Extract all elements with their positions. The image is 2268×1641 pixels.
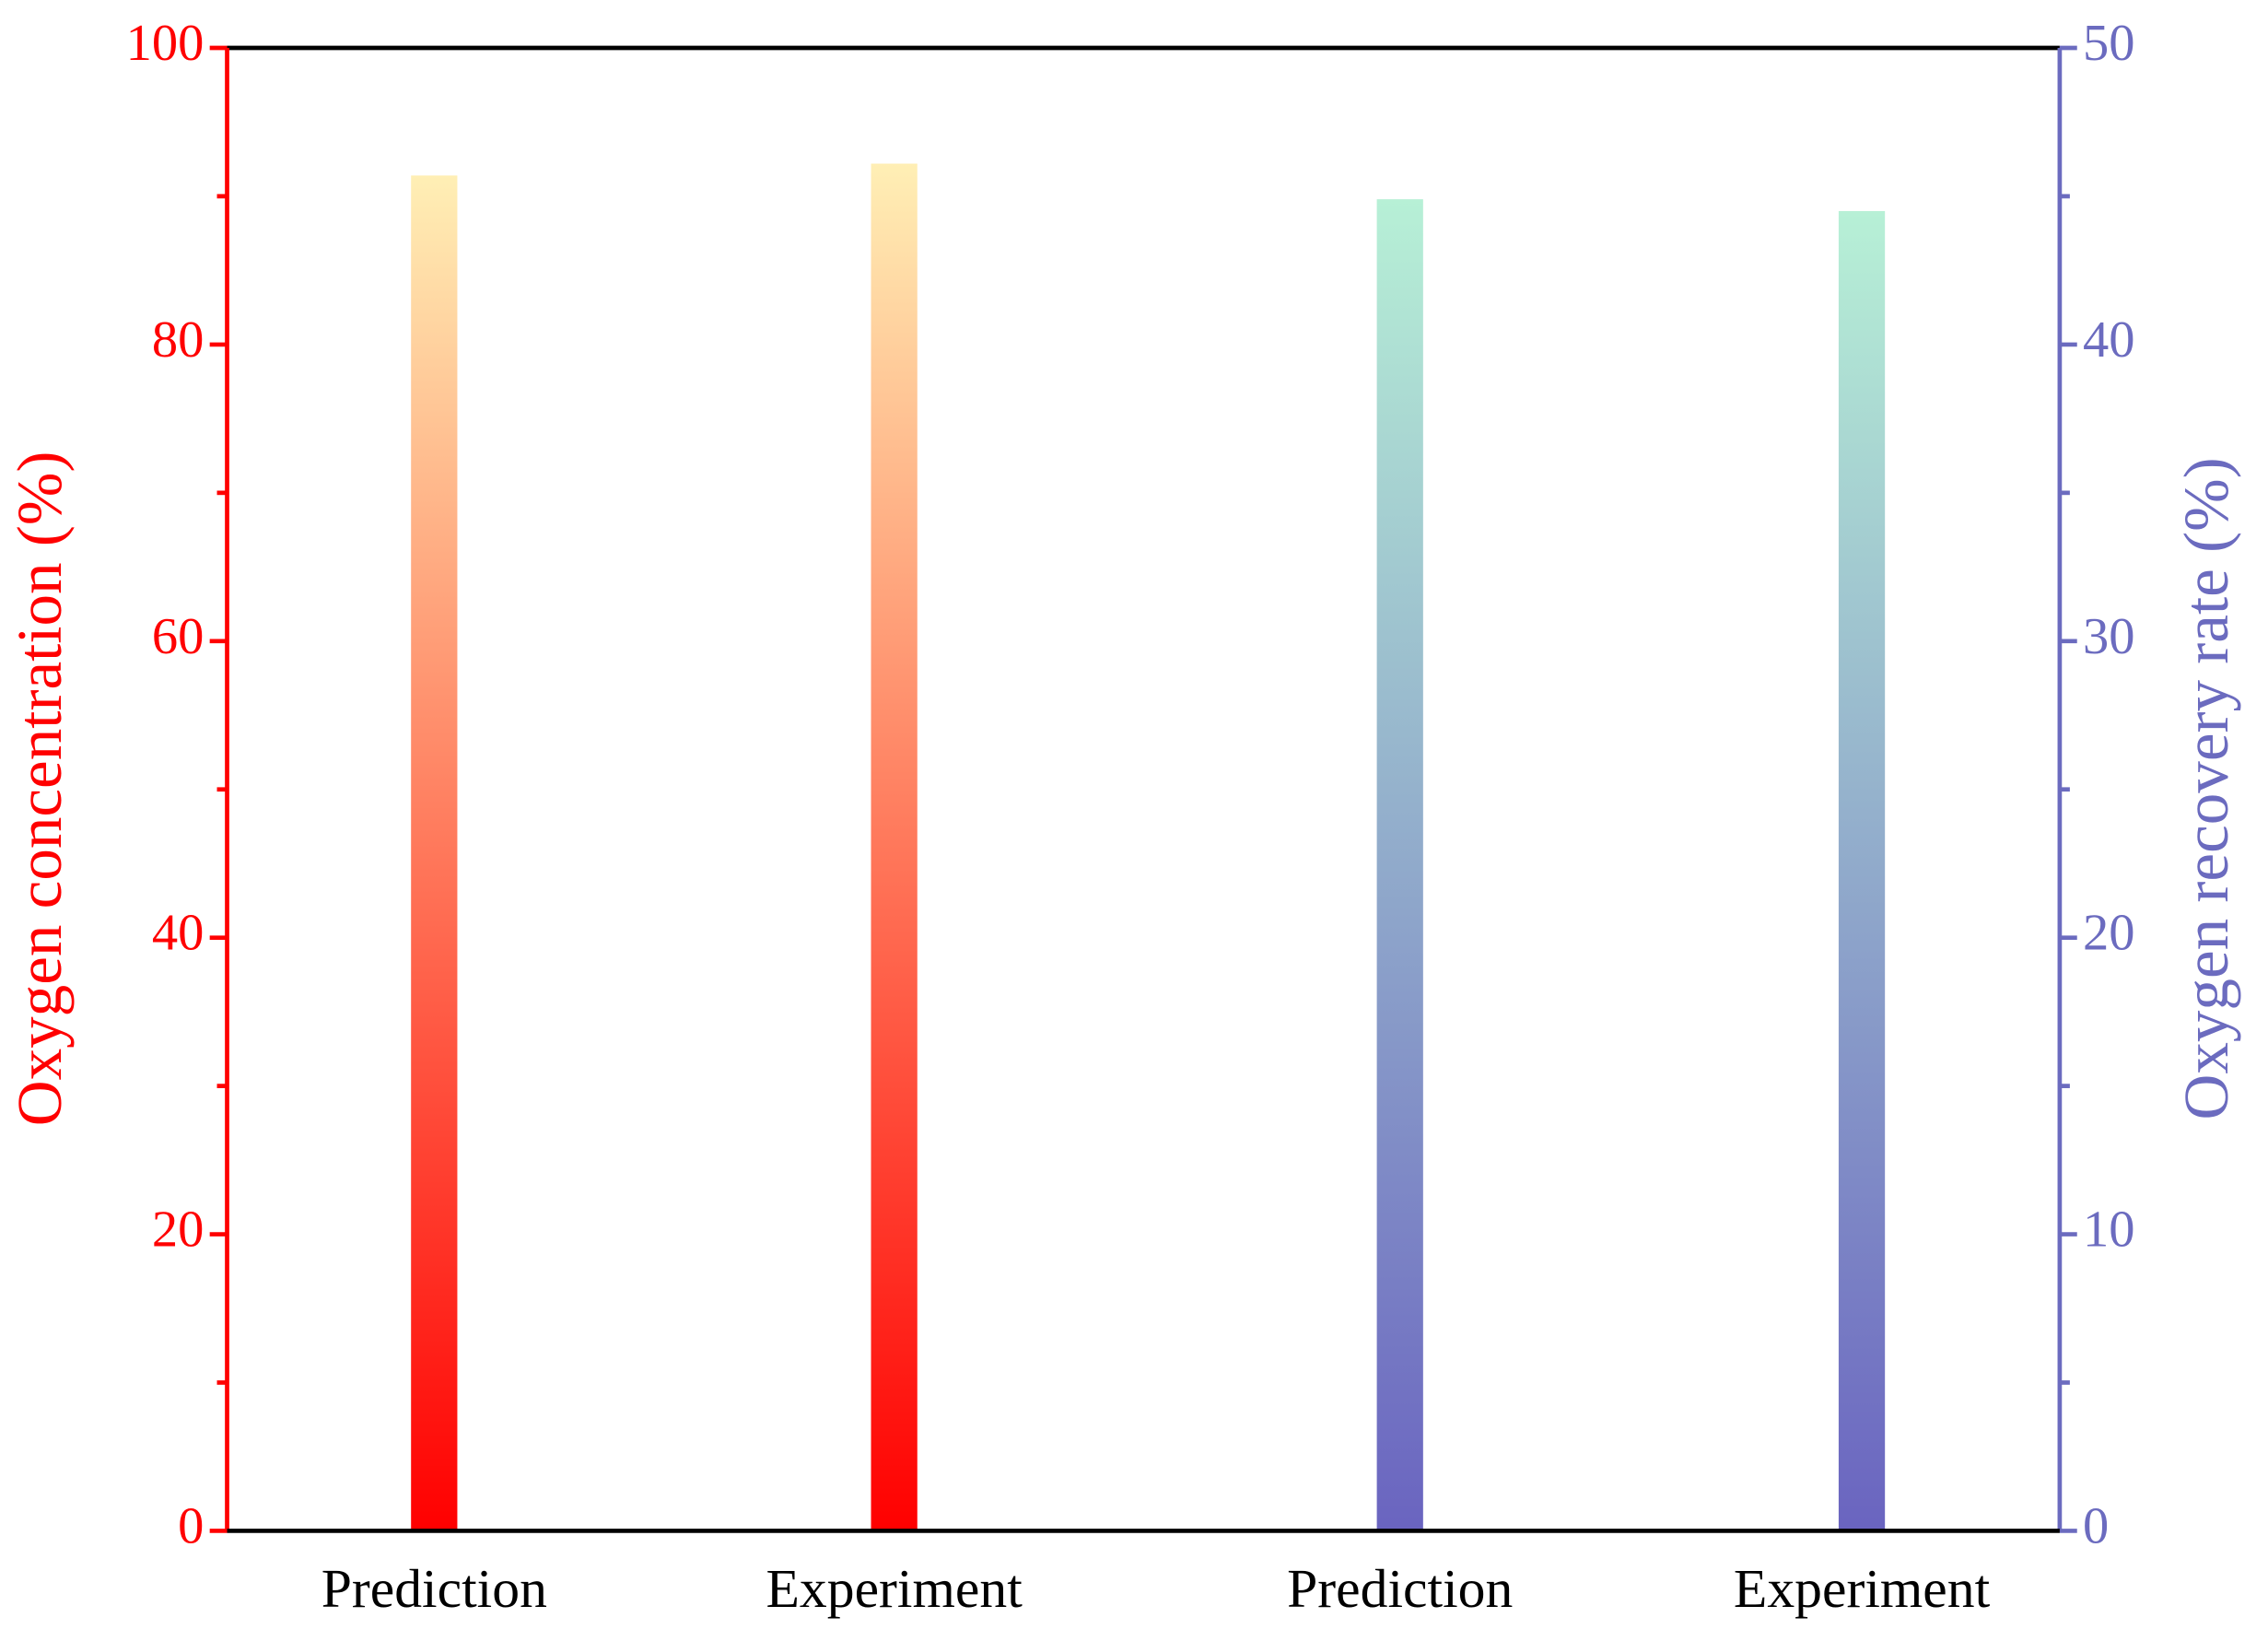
y-tick-label: 40	[152, 905, 205, 962]
y-tick-label: 80	[152, 311, 205, 369]
x-tick-label: Prediction	[321, 1558, 547, 1619]
y2-axis-title: Oxygen recovery rate (%)	[2170, 457, 2241, 1119]
y2-tick-label: 40	[2083, 311, 2135, 369]
y2-tick-label: 0	[2083, 1497, 2109, 1554]
y-tick-label: 20	[152, 1201, 205, 1259]
bar	[411, 175, 458, 1531]
y-tick-label: 100	[126, 15, 205, 72]
y2-tick-label: 10	[2083, 1201, 2135, 1259]
bar	[1838, 211, 1886, 1531]
y2-tick-label: 20	[2083, 905, 2135, 962]
x-tick-label: Experiment	[766, 1558, 1023, 1619]
y2-tick-label: 30	[2083, 608, 2135, 665]
bar	[1376, 199, 1423, 1531]
y2-tick-label: 50	[2083, 15, 2135, 72]
y-tick-label: 0	[178, 1497, 204, 1554]
y-tick-label: 60	[152, 608, 205, 665]
x-tick-label: Experiment	[1734, 1558, 1991, 1619]
bar	[871, 163, 918, 1531]
x-tick-label: Prediction	[1287, 1558, 1513, 1619]
y-axis-title: Oxygen concentration (%)	[4, 451, 75, 1127]
